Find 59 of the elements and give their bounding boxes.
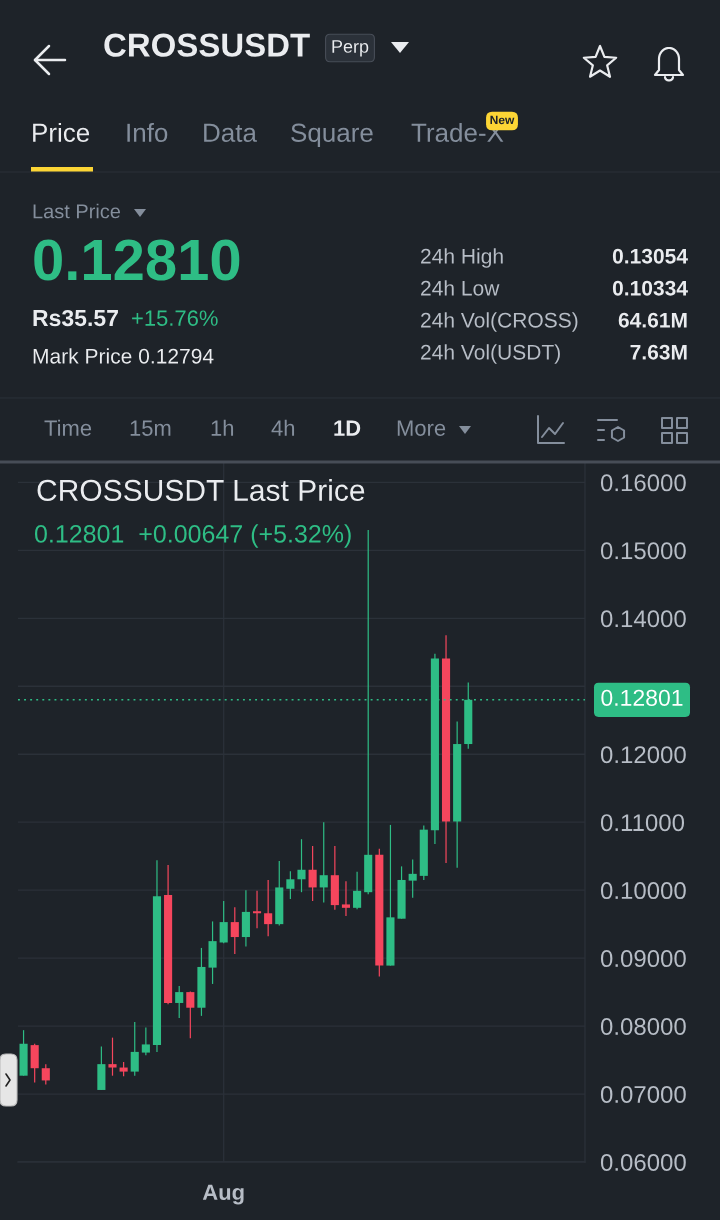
text: Data bbox=[204, 123, 257, 142]
text: More bbox=[397, 420, 446, 436]
text: Mark Price 0.12794 bbox=[33, 348, 214, 364]
candlestick bbox=[364, 529, 373, 895]
text: Info bbox=[127, 122, 168, 142]
y-tick-label: 0.08000 bbox=[600, 1018, 686, 1036]
candlestick bbox=[41, 1063, 50, 1086]
y-tick-label: 0.12000 bbox=[600, 746, 686, 764]
text: Perp bbox=[332, 40, 369, 57]
y-tick-label: 0.09000 bbox=[600, 950, 686, 968]
text: Square bbox=[291, 123, 373, 148]
ref-line-label: 0.12801 bbox=[601, 689, 683, 706]
text: 24h High bbox=[421, 248, 503, 268]
candlestick bbox=[219, 900, 228, 944]
text: 0.12810 bbox=[34, 239, 240, 281]
text: Last Price bbox=[33, 203, 121, 219]
candlestick bbox=[252, 890, 262, 929]
candlestick bbox=[30, 1043, 39, 1084]
y-tick-label: 0.15000 bbox=[600, 542, 686, 560]
candlestick bbox=[286, 870, 295, 900]
candlestick bbox=[186, 990, 195, 1039]
candlestick bbox=[230, 906, 239, 955]
candlestick bbox=[297, 838, 306, 893]
x-tick-label: Aug bbox=[202, 1184, 244, 1205]
candlestick bbox=[141, 1026, 150, 1056]
candlestick bbox=[175, 985, 184, 1019]
text: 24h Low bbox=[421, 280, 500, 296]
candlestick bbox=[408, 858, 417, 899]
text: Rs35.57 bbox=[33, 309, 118, 327]
y-tick-label: 0.06000 bbox=[600, 1153, 686, 1171]
text: 1h bbox=[211, 419, 234, 436]
text: 7.63M bbox=[630, 344, 687, 360]
text: 15m bbox=[130, 420, 171, 436]
y-tick-label: 0.10000 bbox=[600, 882, 686, 900]
candlestick bbox=[341, 880, 351, 917]
chart-title: CROSSUSDT Last Price bbox=[37, 479, 365, 502]
text: New bbox=[490, 115, 515, 125]
text: Price bbox=[33, 122, 90, 142]
text: 24h Vol(CROSS) bbox=[421, 312, 578, 332]
text: 0.10334 bbox=[612, 280, 688, 296]
text: 0.12801 +0.00647 (+5.32%) bbox=[34, 524, 351, 548]
y-tick-label: 0.11000 bbox=[600, 814, 685, 832]
text: Time bbox=[44, 419, 92, 436]
y-tick-label: 0.16000 bbox=[600, 474, 686, 492]
candlestick bbox=[264, 879, 273, 937]
text: 24h Vol(USDT) bbox=[421, 344, 560, 364]
candlestick bbox=[308, 845, 317, 902]
text: +15.76% bbox=[132, 310, 218, 326]
text: 64.61M bbox=[618, 312, 687, 328]
candlestick bbox=[108, 1037, 117, 1077]
y-tick-label: 0.07000 bbox=[600, 1085, 686, 1103]
text: 0.13054 bbox=[612, 248, 688, 264]
candlestick bbox=[353, 871, 362, 910]
text: CROSSUSDT bbox=[104, 33, 310, 57]
text: 4h bbox=[271, 419, 295, 436]
candlestick bbox=[319, 821, 328, 903]
candlestick bbox=[130, 1021, 139, 1077]
y-tick-label: 0.14000 bbox=[600, 610, 686, 628]
text: 1D bbox=[334, 420, 361, 436]
